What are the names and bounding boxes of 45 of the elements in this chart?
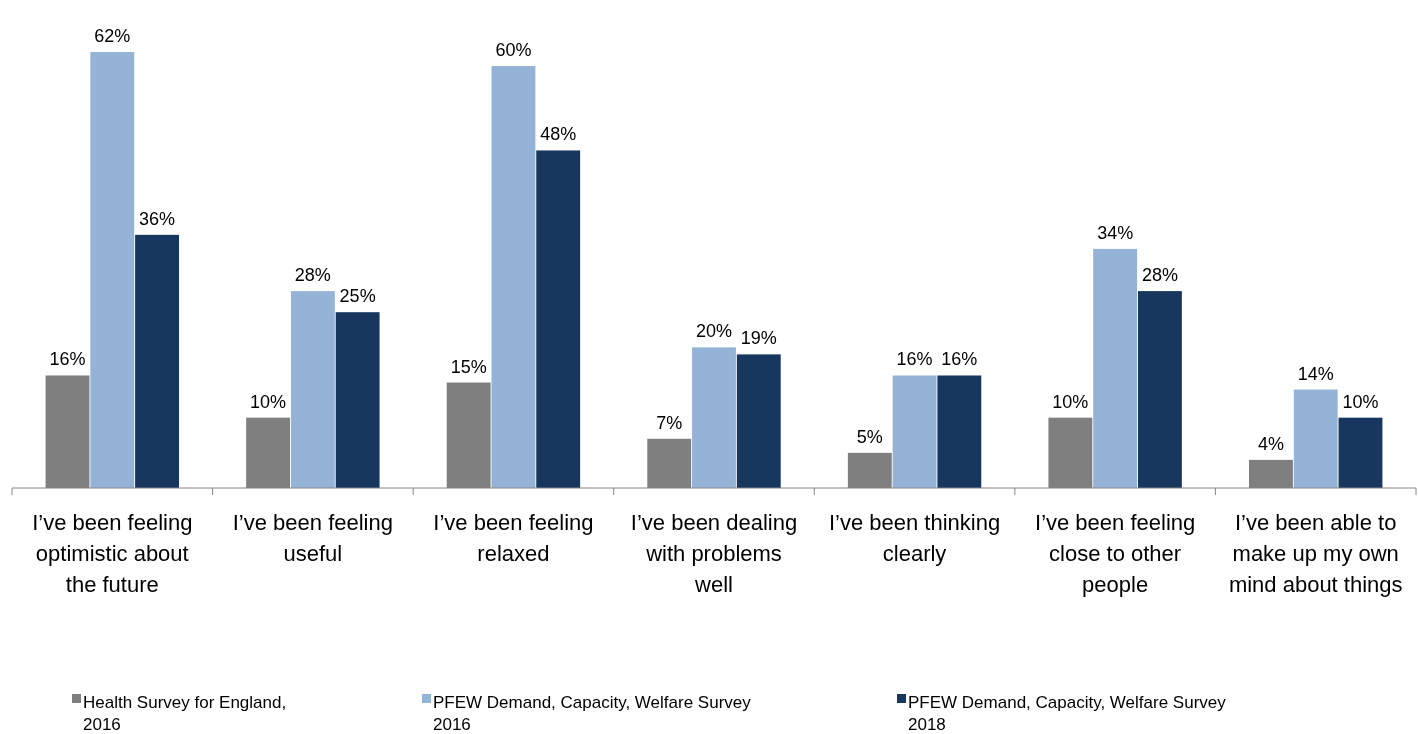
bar: [135, 234, 179, 488]
bar: [335, 312, 380, 488]
data-label: 16%: [941, 349, 978, 370]
bar: [1093, 248, 1138, 488]
data-label: 28%: [294, 265, 331, 286]
data-label: 14%: [1297, 363, 1334, 384]
data-label: 10%: [1052, 391, 1089, 412]
x-tick-label: I’ve been feeling optimistic about the future: [32, 510, 193, 597]
data-label: 4%: [1257, 433, 1284, 454]
data-label: 36%: [139, 208, 176, 229]
bar: [736, 354, 781, 488]
data-label: 60%: [495, 40, 532, 61]
data-label: 62%: [94, 26, 131, 46]
data-label: 48%: [540, 124, 577, 145]
bar: [892, 375, 937, 488]
data-label: 15%: [450, 356, 487, 377]
x-tick-label: I’ve been dealing with problems well: [630, 510, 798, 597]
bar: [90, 52, 135, 488]
data-label: 28%: [1141, 265, 1178, 286]
x-tick-label: I’ve been thinking clearly: [828, 510, 1001, 566]
bar: [536, 150, 581, 488]
data-label: 19%: [740, 328, 777, 349]
bar: [1293, 389, 1338, 488]
data-label: 7%: [656, 412, 683, 433]
legend-label: Health Survey for England, 2016: [83, 693, 287, 734]
bar: [692, 347, 736, 488]
data-label: 20%: [695, 321, 733, 342]
legend-label: PFEW Demand, Capacity, Welfare Survey 2016: [433, 693, 752, 734]
data-label: 10%: [250, 391, 287, 412]
bar: [290, 291, 335, 488]
x-tick-label: I’ve been feeling relaxed: [433, 510, 594, 566]
data-label: 16%: [49, 349, 86, 370]
legend-label: PFEW Demand, Capacity, Welfare Survey 2018: [908, 693, 1227, 734]
bar: [1338, 417, 1383, 488]
data-label: 10%: [1342, 391, 1379, 412]
bar: [491, 66, 536, 488]
bar: [937, 375, 982, 488]
data-label: 25%: [339, 286, 376, 307]
data-label: 34%: [1097, 222, 1134, 243]
x-tick-label: I’ve been able to make up my own mind about things: [1228, 510, 1403, 597]
bar: [1137, 291, 1182, 488]
x-tick-label: I’ve been feeling close to other people: [1035, 510, 1196, 597]
data-label: 5%: [856, 426, 883, 447]
data-label: 16%: [896, 349, 933, 370]
x-tick-label: I’ve been feeling useful: [232, 510, 393, 566]
